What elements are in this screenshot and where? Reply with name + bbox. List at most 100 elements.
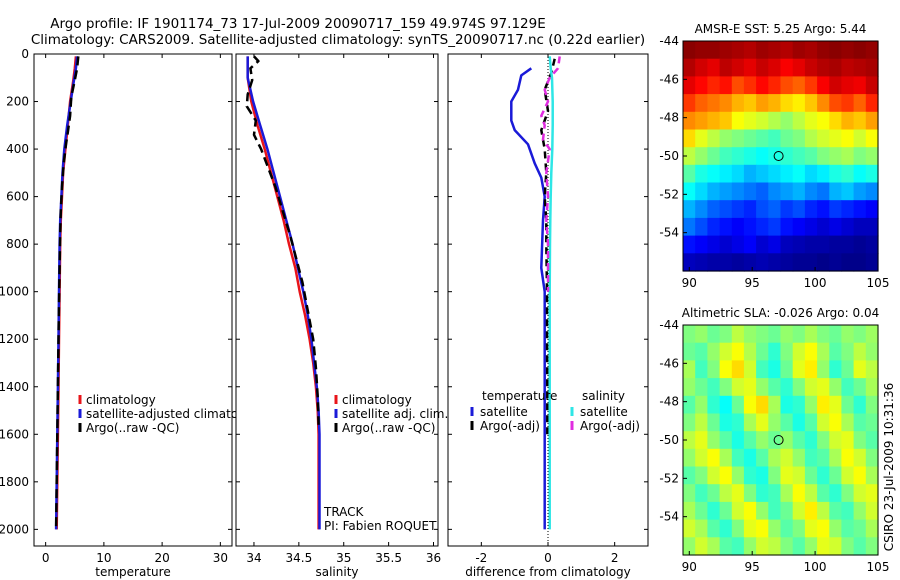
map-title: AMSR-E SST: 5.25 Argo: 5.44 [695, 22, 867, 36]
heatmap-cell [817, 200, 830, 219]
heatmap-cell [695, 501, 708, 521]
heatmap-cell [865, 235, 879, 254]
heatmap-cell [817, 484, 830, 503]
heatmap-cell [743, 519, 757, 538]
heatmap-cell [817, 41, 830, 60]
heatmap-cell [707, 519, 721, 538]
heatmap-cell [731, 41, 745, 60]
y-tick-label: -44 [659, 34, 679, 48]
heatmap-cell [683, 537, 696, 556]
heatmap-cell [756, 147, 769, 166]
legend-header: temperature [482, 389, 557, 403]
heatmap-cell [731, 200, 745, 219]
heatmap-cell [780, 431, 794, 450]
heatmap-cell [719, 253, 733, 272]
heatmap-cell [804, 253, 818, 272]
heatmap-cell [841, 413, 855, 432]
heatmap-cell [683, 41, 696, 60]
heatmap-cell [683, 501, 696, 521]
heatmap-cell [865, 466, 879, 485]
heatmap-cell [865, 360, 879, 379]
heatmap-cell [804, 58, 818, 77]
y-tick-label: -50 [659, 149, 679, 163]
heatmap-cell [695, 235, 708, 254]
heatmap-cell [865, 147, 879, 166]
heatmap-cell [743, 76, 757, 95]
heatmap-cell [792, 501, 806, 521]
heatmap-cell [695, 41, 708, 60]
heatmap-cell [817, 235, 830, 254]
heatmap-cell [780, 58, 794, 77]
heatmap-cell [829, 519, 843, 538]
heatmap-cell [695, 519, 708, 538]
heatmap-cell [792, 182, 806, 201]
heatmap-cell [817, 537, 830, 556]
heatmap-cell [707, 200, 721, 219]
chart-panels: 0 10 20 30020040060080010001200140016001800… [0, 22, 889, 579]
plot-background [236, 54, 438, 546]
x-axis-label: temperature [95, 565, 170, 579]
heatmap-cell [731, 395, 745, 415]
x-tick-label: 30 [213, 551, 228, 565]
heatmap-cell [853, 342, 867, 361]
heatmap-cell [865, 431, 879, 450]
heatmap-cell [853, 395, 867, 415]
heatmap-cell [780, 448, 794, 468]
heatmap-cell [768, 501, 782, 521]
heatmap-cell [804, 94, 818, 113]
y-tick-label: -50 [659, 433, 679, 447]
heatmap-cell [829, 217, 843, 237]
heatmap-cell [683, 164, 696, 184]
x-tick-label: 35.5 [375, 551, 402, 565]
heatmap-cell [707, 111, 721, 131]
y-tick-label: 1400 [0, 380, 29, 394]
heatmap-cell [865, 182, 879, 201]
heatmap-cell [731, 129, 745, 148]
heatmap-cell [683, 235, 696, 254]
heatmap-cell [756, 360, 769, 379]
heatmap-cell [780, 235, 794, 254]
heatmap-cell [756, 484, 769, 503]
heatmap-cell [743, 360, 757, 379]
heatmap-cell [719, 235, 733, 254]
heatmap-cell [817, 360, 830, 379]
heatmap-cell [768, 253, 782, 272]
x-tick-label: 105 [867, 276, 890, 290]
heatmap-cell [841, 466, 855, 485]
heatmap-cell [743, 164, 757, 184]
heatmap-cell [780, 342, 794, 361]
heatmap-cell [707, 448, 721, 468]
heatmap-cell [707, 378, 721, 397]
heatmap-cell [792, 76, 806, 95]
argo-position-marker [773, 435, 784, 445]
heatmap-cell [829, 501, 843, 521]
heatmap-cell [804, 519, 818, 538]
heatmap-cell [817, 431, 830, 450]
heatmap-cell [841, 76, 855, 95]
x-tick-label: 35 [336, 551, 351, 565]
heatmap-cell [792, 448, 806, 468]
heatmap-cell [756, 519, 769, 538]
heatmap-cell [792, 111, 806, 131]
x-tick-label: -2 [475, 551, 487, 565]
figure-title-line2: Climatology: CARS2009. Satellite-adjuste… [31, 32, 645, 48]
heatmap-cell [841, 537, 855, 556]
heatmap-cell [683, 253, 696, 272]
heatmap-cell [683, 182, 696, 201]
heatmap-cell [780, 501, 794, 521]
heatmap-cell [865, 484, 879, 503]
y-tick-label: -52 [659, 187, 679, 201]
heatmap-cell [792, 342, 806, 361]
heatmap-cell [780, 537, 794, 556]
legend-entry: climatology [342, 393, 412, 407]
heatmap-cell [853, 147, 867, 166]
heatmap-cell [768, 431, 782, 450]
x-tick-label: 2 [611, 551, 619, 565]
legend-entry: climatology [86, 393, 156, 407]
heatmap-cell [731, 501, 745, 521]
heatmap-cell [768, 537, 782, 556]
heatmap-cell [804, 395, 818, 415]
heatmap-cell [829, 537, 843, 556]
heatmap-cell [695, 253, 708, 272]
